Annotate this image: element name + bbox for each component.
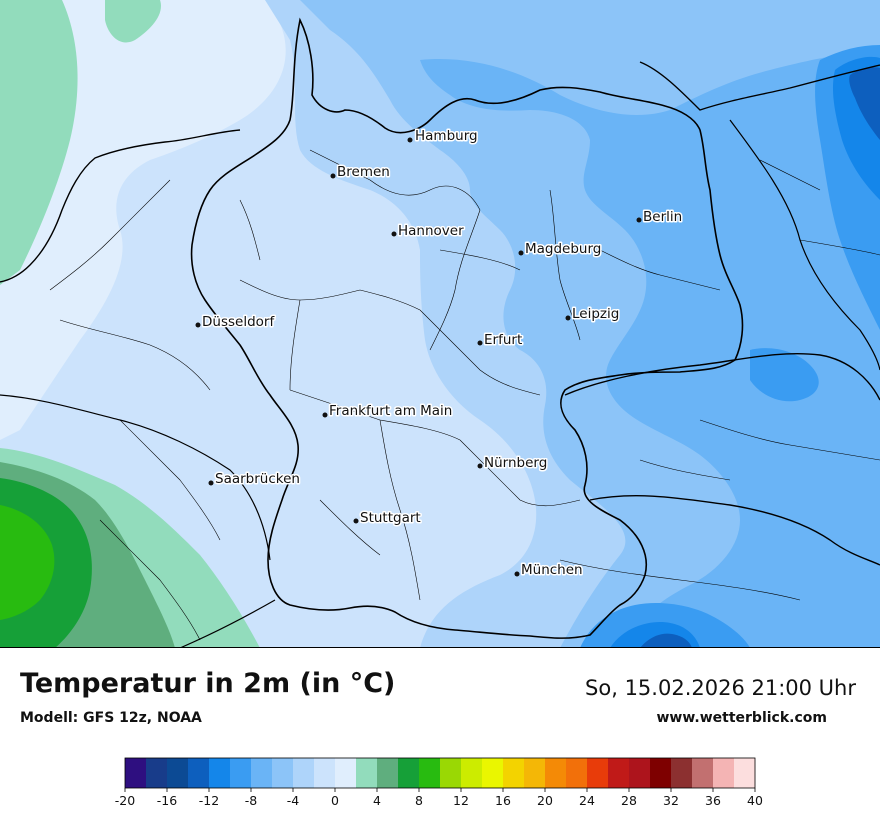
legend-tick-label: 36 bbox=[705, 793, 721, 808]
legend-tick-label: -12 bbox=[199, 793, 219, 808]
legend-swatch bbox=[692, 758, 714, 788]
legend-swatch bbox=[314, 758, 336, 788]
city-bremen: Bremen bbox=[330, 163, 391, 182]
border-cz bbox=[564, 352, 880, 401]
legend-swatch bbox=[293, 758, 315, 788]
legend-swatch bbox=[377, 758, 399, 788]
border-ch bbox=[179, 599, 276, 648]
footer: Temperatur in 2m (in °C) Modell: GFS 12z… bbox=[0, 648, 880, 830]
city-label: Bremen bbox=[337, 164, 390, 180]
city-berlin: Berlin bbox=[636, 208, 684, 227]
legend-swatch bbox=[524, 758, 546, 788]
legend-swatches bbox=[124, 757, 756, 789]
forecast-datetime: So, 15.02.2026 21:00 Uhr bbox=[585, 676, 856, 700]
legend-swatch bbox=[482, 758, 504, 788]
city-label: München bbox=[521, 562, 583, 578]
legend-swatch bbox=[125, 758, 147, 788]
east-coast bbox=[639, 61, 880, 111]
legend-swatch bbox=[167, 758, 189, 788]
legend-swatch bbox=[356, 758, 378, 788]
legend-swatch bbox=[209, 758, 231, 788]
legend-swatch bbox=[440, 758, 462, 788]
city-label: Erfurt bbox=[484, 332, 522, 348]
legend-swatch bbox=[713, 758, 735, 788]
legend-swatch bbox=[545, 758, 567, 788]
city-stuttgart: Stuttgart bbox=[353, 509, 422, 528]
legend-swatch bbox=[419, 758, 441, 788]
map-title: Temperatur in 2m (in °C) bbox=[20, 668, 396, 699]
legend-swatch bbox=[503, 758, 525, 788]
city-hamburg: Hamburg bbox=[407, 127, 479, 146]
city-erfurt: Erfurt bbox=[477, 331, 524, 350]
legend-tick-label: 32 bbox=[663, 793, 679, 808]
city-nuernberg: Nürnberg bbox=[477, 454, 549, 473]
city-magdeburg: Magdeburg bbox=[518, 240, 603, 259]
west-coast bbox=[0, 129, 241, 283]
city-label: Leipzig bbox=[572, 306, 619, 322]
temp-field-minus6-minus4 bbox=[420, 53, 880, 648]
legend-frame bbox=[124, 757, 756, 789]
legend-swatch bbox=[335, 758, 357, 788]
city-label: Saarbrücken bbox=[215, 471, 300, 487]
city-label: Berlin bbox=[643, 209, 682, 225]
city-label: Hamburg bbox=[415, 128, 478, 144]
city-muenchen: München bbox=[514, 561, 584, 580]
city-label: Stuttgart bbox=[360, 510, 421, 526]
legend-ticks: -20 -16 -12 -8 -4 0 4 8 12 16 20 24 28 32 36 40 bbox=[115, 788, 763, 808]
border-at bbox=[589, 495, 880, 566]
temp-field-minus8-minus6-e bbox=[750, 348, 819, 402]
legend-tick-label: 28 bbox=[621, 793, 637, 808]
legend-tick-label: 20 bbox=[537, 793, 553, 808]
legend-tick-label: 16 bbox=[495, 793, 511, 808]
temp-field-minus12-minus10-alps bbox=[640, 633, 692, 648]
city-label: Frankfurt am Main bbox=[329, 403, 452, 419]
legend-swatch bbox=[734, 758, 756, 788]
legend-tick-label: 24 bbox=[579, 793, 595, 808]
legend-swatch bbox=[146, 758, 168, 788]
legend-swatch bbox=[230, 758, 252, 788]
city-label: Nürnberg bbox=[484, 455, 547, 471]
legend-swatch bbox=[188, 758, 210, 788]
legend-tick-label: -20 bbox=[115, 793, 135, 808]
city-frankfurt-am-main: Frankfurt am Main bbox=[322, 402, 454, 421]
legend-tick-label: 0 bbox=[331, 793, 339, 808]
temp-field-4-6-sea bbox=[0, 0, 78, 285]
city-duesseldorf: Düsseldorf bbox=[195, 313, 277, 332]
temp-field-4-6-corner bbox=[105, 0, 161, 43]
temp-field-10-12-sw bbox=[0, 505, 55, 620]
legend-tick-label: 12 bbox=[453, 793, 469, 808]
legend-swatch bbox=[587, 758, 609, 788]
border-fr bbox=[0, 394, 271, 561]
legend-tick-label: -16 bbox=[157, 793, 177, 808]
city-markers: Hamburg Bremen Berlin Hannover Magdeburg… bbox=[195, 127, 684, 580]
legend-tick-label: -4 bbox=[287, 793, 300, 808]
legend-swatch bbox=[272, 758, 294, 788]
legend-swatch bbox=[566, 758, 588, 788]
city-hannover: Hannover bbox=[391, 222, 466, 241]
legend-swatch bbox=[398, 758, 420, 788]
legend-swatch bbox=[608, 758, 630, 788]
temp-field-minus12-minus10-ne bbox=[849, 67, 880, 140]
legend-tick-label: -8 bbox=[245, 793, 258, 808]
city-label: Hannover bbox=[398, 223, 464, 239]
model-info: Modell: GFS 12z, NOAA bbox=[20, 710, 202, 726]
legend-swatch bbox=[461, 758, 483, 788]
legend-swatch bbox=[671, 758, 693, 788]
legend-swatch bbox=[629, 758, 651, 788]
legend-tick-label: 8 bbox=[415, 793, 423, 808]
germany-border bbox=[190, 17, 744, 639]
state-borders bbox=[49, 149, 880, 641]
legend-tick-label: 40 bbox=[747, 793, 763, 808]
legend-tick-label: 4 bbox=[373, 793, 381, 808]
city-label: Düsseldorf bbox=[202, 314, 275, 330]
legend-swatch bbox=[650, 758, 672, 788]
border-pl bbox=[729, 119, 880, 371]
city-leipzig: Leipzig bbox=[565, 305, 621, 324]
temperature-map: Hamburg Bremen Berlin Hannover Magdeburg… bbox=[0, 0, 880, 648]
city-saarbruecken: Saarbrücken bbox=[208, 470, 301, 489]
color-legend: -20 -16 -12 -8 -4 0 4 8 12 16 20 24 28 32 36 40 bbox=[115, 757, 763, 808]
legend-swatch bbox=[251, 758, 273, 788]
city-label: Magdeburg bbox=[525, 241, 601, 257]
website-link[interactable]: www.wetterblick.com bbox=[656, 710, 828, 726]
